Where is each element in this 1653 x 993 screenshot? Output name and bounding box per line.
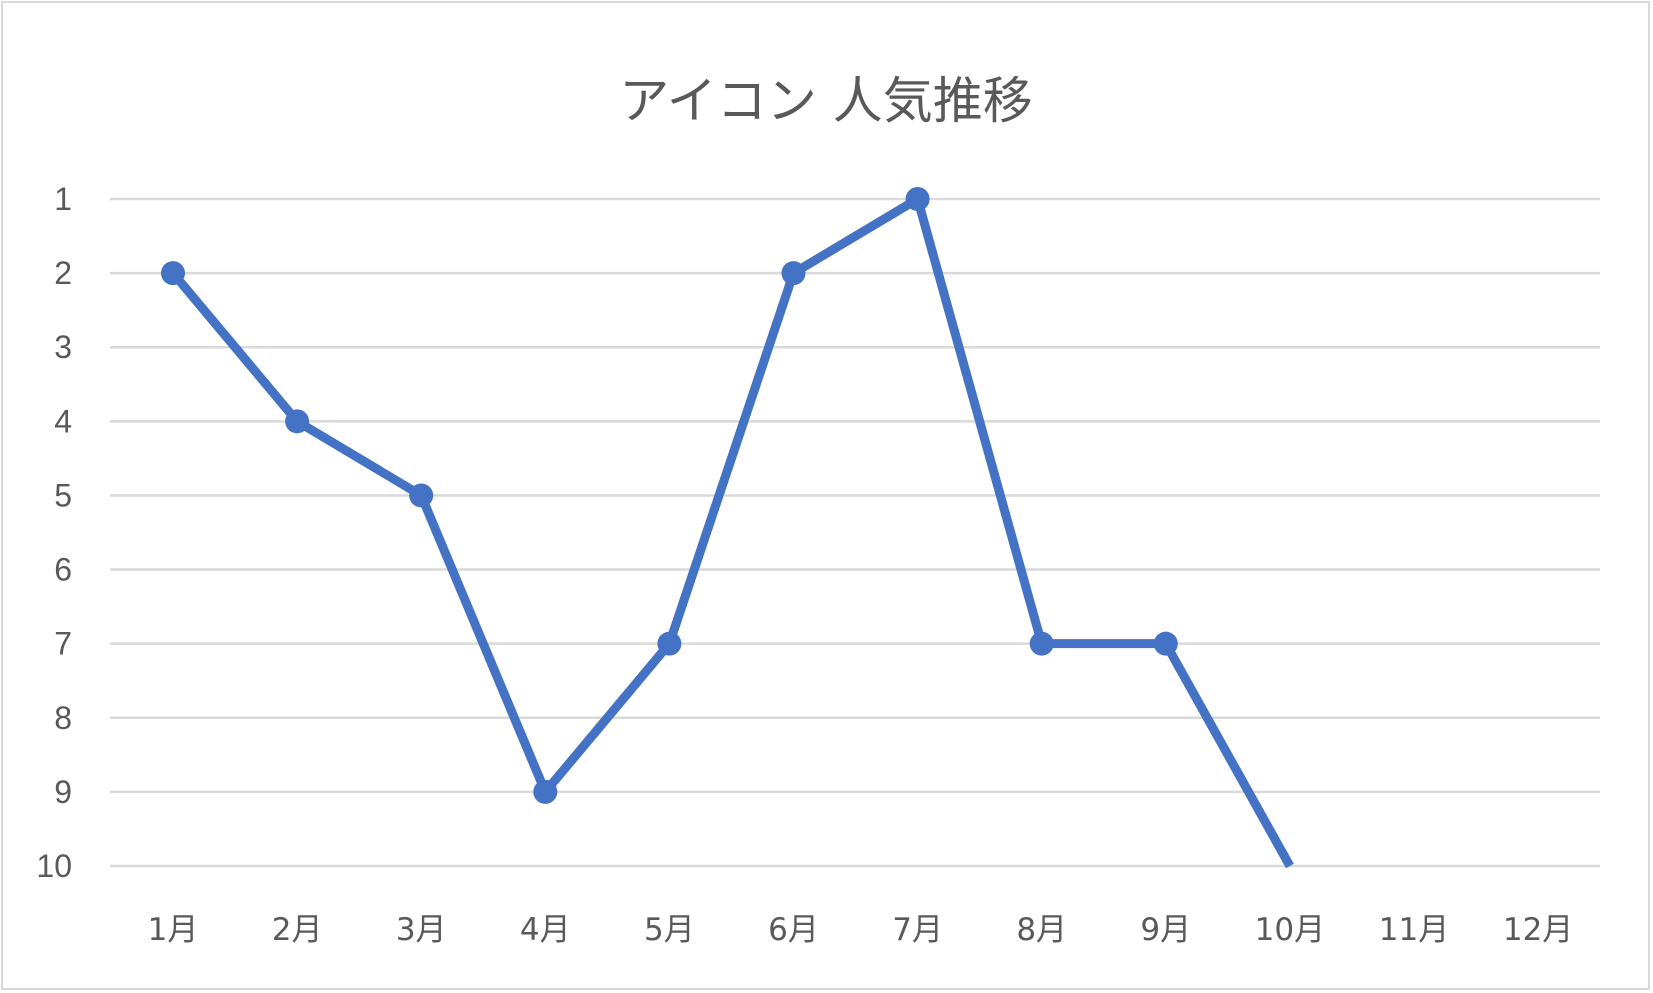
data-point (657, 631, 682, 656)
series-line-segment (665, 271, 798, 646)
y-tick-label: 4 (54, 403, 72, 439)
series-line-segment (294, 417, 424, 500)
x-tick-label: 12月 (1503, 912, 1573, 948)
data-point (161, 261, 185, 286)
y-axis-ticks: 1 2 3 4 5 6 7 8 9 10 (36, 181, 72, 884)
data-point (285, 409, 310, 434)
data-point (409, 483, 434, 508)
x-tick-label: 2月 (272, 912, 323, 948)
y-tick-label: 9 (54, 774, 72, 810)
x-tick-label: 6月 (768, 912, 819, 948)
x-tick-label: 8月 (1016, 912, 1067, 948)
y-tick-label: 3 (54, 329, 72, 365)
series-line-segment (417, 493, 550, 794)
x-axis-ticks: 1月 2月 3月 4月 5月 6月 7月 8月 9月 10月 11月 12月 (148, 912, 1574, 948)
x-tick-label: 10月 (1255, 912, 1325, 948)
chart-title: アイコン 人気推移 (619, 72, 1032, 130)
y-tick-label: 1 (54, 181, 72, 217)
gridlines (110, 197, 1600, 868)
y-tick-label: 5 (54, 477, 72, 513)
series-line-segment (791, 195, 920, 277)
series-line-segment (913, 197, 1047, 645)
x-tick-label: 5月 (644, 912, 695, 948)
series-layer (161, 187, 1294, 869)
series-line-segment (1161, 641, 1294, 869)
series-line-segment (541, 640, 673, 795)
series-line-segment (169, 270, 301, 425)
data-point (1029, 631, 1054, 656)
y-tick-label: 8 (54, 700, 72, 736)
data-point (781, 261, 806, 286)
y-tick-label: 10 (36, 848, 72, 884)
y-tick-label: 2 (54, 255, 72, 291)
data-point (533, 779, 558, 804)
data-point (905, 187, 930, 211)
x-tick-label: 4月 (520, 912, 571, 948)
data-point (1153, 631, 1178, 656)
x-tick-label: 11月 (1379, 912, 1449, 948)
x-tick-label: 3月 (396, 912, 447, 948)
y-tick-label: 7 (54, 626, 72, 662)
x-tick-label: 9月 (1140, 912, 1191, 948)
y-tick-label: 6 (54, 552, 72, 588)
x-tick-label: 1月 (148, 912, 199, 948)
x-tick-label: 7月 (892, 912, 943, 948)
